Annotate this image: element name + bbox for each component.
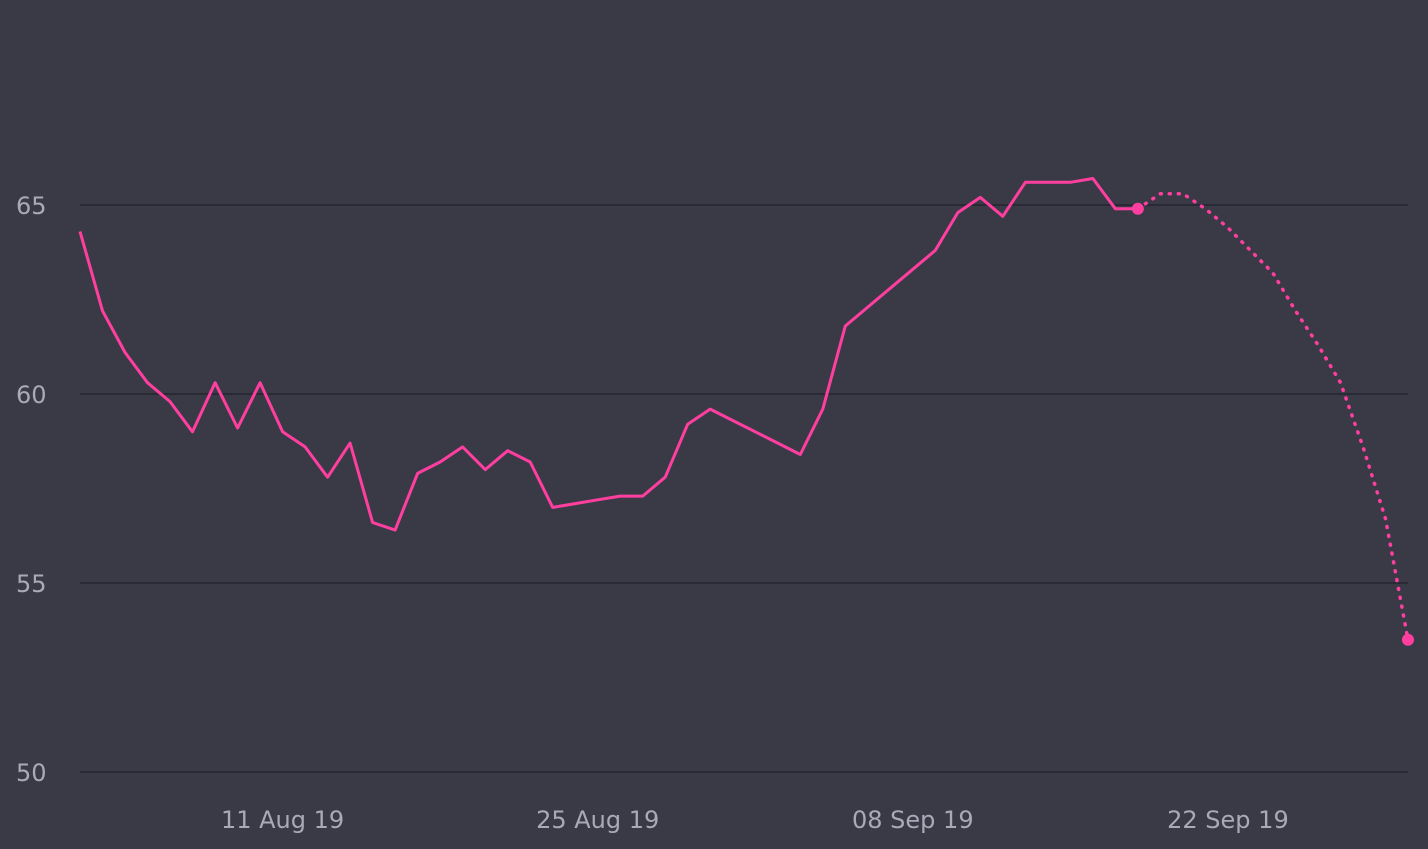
forecast-end-point xyxy=(1402,633,1414,646)
y-tick-label: 50 xyxy=(16,759,47,787)
x-tick-label: 08 Sep 19 xyxy=(852,806,974,834)
y-tick-label: 55 xyxy=(16,570,47,598)
series-line xyxy=(78,177,1138,532)
grid-lines xyxy=(80,204,1408,773)
y-tick-label: 60 xyxy=(16,381,47,409)
x-tick-label: 11 Aug 19 xyxy=(221,806,344,834)
y-axis-ticks: 50 55 60 65 xyxy=(16,192,47,787)
forecast-line xyxy=(1136,191,1410,642)
x-axis-ticks: 11 Aug 19 25 Aug 19 08 Sep 19 22 Sep 19 xyxy=(221,806,1289,834)
x-tick-label: 25 Aug 19 xyxy=(536,806,659,834)
x-tick-label: 22 Sep 19 xyxy=(1167,806,1289,834)
y-tick-label: 65 xyxy=(16,192,47,220)
series-layer xyxy=(78,177,1414,646)
